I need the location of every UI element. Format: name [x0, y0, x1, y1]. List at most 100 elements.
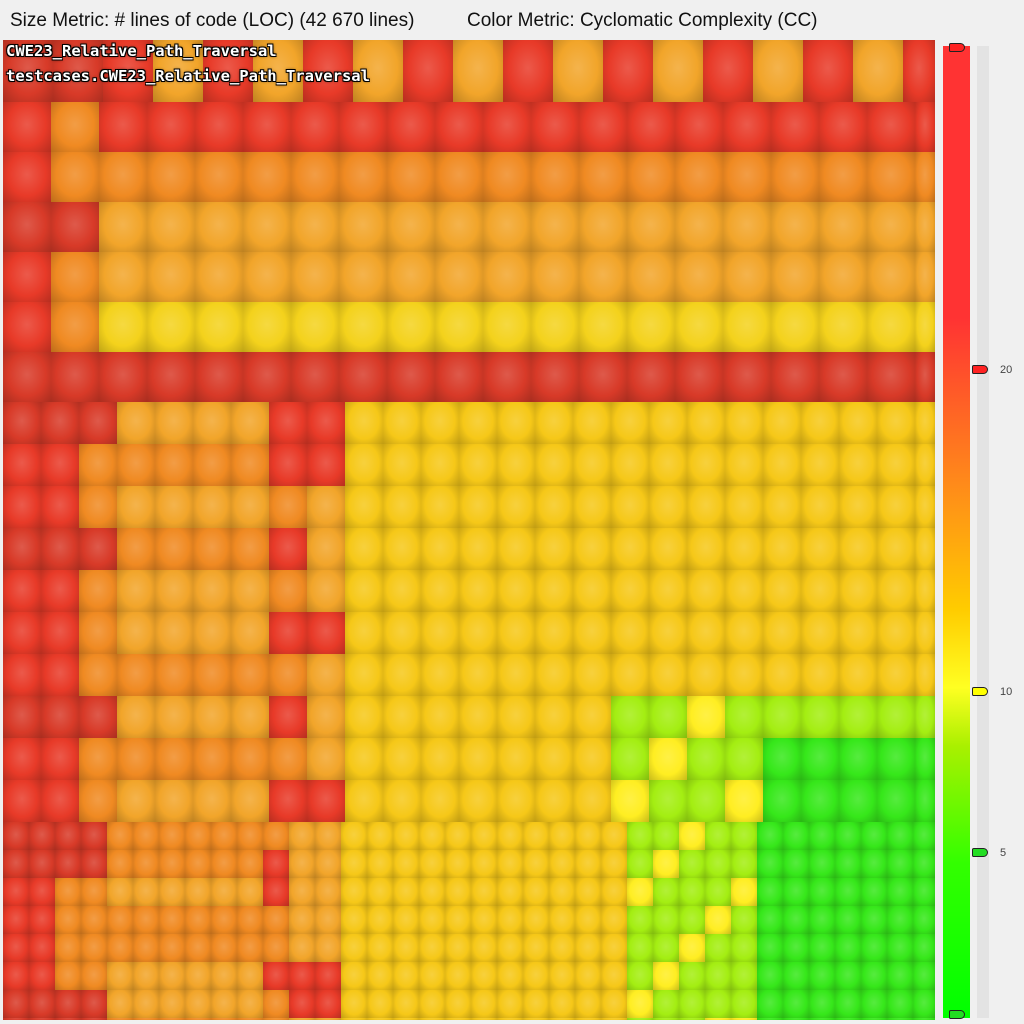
treemap-node[interactable] — [679, 934, 705, 962]
treemap-node[interactable] — [421, 696, 459, 738]
treemap-node[interactable] — [393, 906, 419, 934]
treemap-node[interactable] — [535, 570, 573, 612]
treemap-node[interactable] — [51, 152, 99, 202]
treemap-node[interactable] — [915, 528, 935, 570]
treemap-node[interactable] — [269, 444, 307, 486]
treemap-node[interactable] — [155, 402, 193, 444]
treemap-node[interactable] — [185, 822, 211, 850]
treemap-node[interactable] — [117, 486, 155, 528]
treemap-node[interactable] — [757, 822, 783, 850]
treemap-node[interactable] — [503, 40, 553, 102]
treemap-node[interactable] — [237, 906, 263, 934]
treemap-node[interactable] — [627, 352, 675, 402]
treemap-node[interactable] — [51, 102, 99, 152]
treemap-node[interactable] — [315, 962, 341, 990]
treemap-node[interactable] — [243, 152, 291, 202]
treemap-node[interactable] — [531, 352, 579, 402]
treemap-node[interactable] — [289, 906, 315, 934]
treemap-node[interactable] — [573, 696, 611, 738]
treemap-node[interactable] — [3, 40, 53, 102]
treemap-node[interactable] — [497, 906, 523, 934]
treemap-node[interactable] — [133, 878, 159, 906]
treemap-node[interactable] — [459, 780, 497, 822]
treemap-node[interactable] — [531, 302, 579, 352]
treemap-node[interactable] — [253, 40, 303, 102]
treemap-node[interactable] — [3, 780, 41, 822]
treemap-node[interactable] — [459, 696, 497, 738]
treemap-node[interactable] — [675, 252, 723, 302]
treemap-node[interactable] — [345, 654, 383, 696]
treemap-node[interactable] — [497, 444, 535, 486]
treemap-node[interactable] — [383, 402, 421, 444]
treemap-node[interactable] — [155, 780, 193, 822]
treemap-node[interactable] — [133, 934, 159, 962]
treemap-node[interactable] — [579, 352, 627, 402]
treemap-node[interactable] — [723, 102, 771, 152]
treemap-node[interactable] — [731, 822, 757, 850]
treemap-node[interactable] — [483, 102, 531, 152]
treemap-node[interactable] — [117, 738, 155, 780]
treemap-node[interactable] — [367, 934, 393, 962]
treemap-node[interactable] — [79, 738, 117, 780]
treemap-node[interactable] — [753, 40, 803, 102]
treemap-node[interactable] — [535, 612, 573, 654]
treemap-node[interactable] — [315, 878, 341, 906]
treemap-node[interactable] — [195, 152, 243, 202]
treemap-node[interactable] — [41, 402, 79, 444]
treemap-node[interactable] — [803, 40, 853, 102]
treemap-node[interactable] — [839, 612, 877, 654]
treemap-node[interactable] — [575, 990, 601, 1018]
treemap-node[interactable] — [307, 738, 345, 780]
treemap-node[interactable] — [653, 850, 679, 878]
treemap-node[interactable] — [913, 962, 935, 990]
treemap-node[interactable] — [731, 906, 757, 934]
treemap-node[interactable] — [147, 302, 195, 352]
treemap-node[interactable] — [393, 1018, 419, 1020]
treemap-node[interactable] — [237, 1018, 263, 1020]
legend-marker-5[interactable] — [972, 848, 988, 857]
treemap-node[interactable] — [835, 990, 861, 1018]
treemap-node[interactable] — [263, 962, 289, 990]
treemap-node[interactable] — [345, 486, 383, 528]
treemap-node[interactable] — [861, 990, 887, 1018]
treemap-node[interactable] — [913, 906, 935, 934]
treemap-node[interactable] — [445, 990, 471, 1018]
treemap-node[interactable] — [535, 738, 573, 780]
treemap-node[interactable] — [675, 302, 723, 352]
treemap-node[interactable] — [783, 990, 809, 1018]
treemap-node[interactable] — [193, 780, 231, 822]
treemap-node[interactable] — [579, 302, 627, 352]
treemap-node[interactable] — [231, 570, 269, 612]
treemap-node[interactable] — [459, 402, 497, 444]
treemap-node[interactable] — [393, 990, 419, 1018]
treemap-node[interactable] — [887, 962, 913, 990]
treemap-node[interactable] — [339, 252, 387, 302]
treemap-node[interactable] — [687, 402, 725, 444]
treemap-node[interactable] — [915, 202, 935, 252]
treemap-node[interactable] — [757, 906, 783, 934]
treemap-node[interactable] — [231, 654, 269, 696]
treemap-node[interactable] — [497, 1018, 523, 1020]
treemap-node[interactable] — [497, 990, 523, 1018]
treemap-node[interactable] — [649, 570, 687, 612]
treemap-node[interactable] — [649, 402, 687, 444]
treemap-node[interactable] — [523, 822, 549, 850]
legend-marker-10[interactable] — [972, 687, 988, 696]
treemap-node[interactable] — [771, 202, 819, 252]
treemap-node[interactable] — [653, 878, 679, 906]
treemap-node[interactable] — [269, 402, 307, 444]
treemap-node[interactable] — [497, 878, 523, 906]
treemap-node[interactable] — [877, 612, 915, 654]
treemap-node[interactable] — [819, 152, 867, 202]
treemap-node[interactable] — [117, 696, 155, 738]
treemap-node[interactable] — [339, 302, 387, 352]
treemap-node[interactable] — [523, 1018, 549, 1020]
treemap-node[interactable] — [55, 906, 81, 934]
treemap-node[interactable] — [211, 906, 237, 934]
treemap-node[interactable] — [763, 528, 801, 570]
treemap-node[interactable] — [445, 934, 471, 962]
treemap-node[interactable] — [159, 934, 185, 962]
treemap-node[interactable] — [877, 654, 915, 696]
treemap-node[interactable] — [627, 202, 675, 252]
treemap-node[interactable] — [801, 444, 839, 486]
